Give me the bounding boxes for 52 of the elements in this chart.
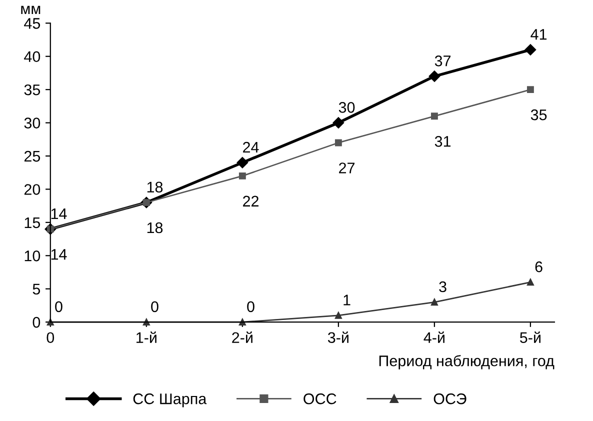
point (238, 172, 246, 180)
y-tick-label: 25 (24, 150, 40, 162)
data-label: 41 (530, 29, 547, 40)
data-label: 6 (535, 261, 542, 272)
data-label: 30 (338, 102, 355, 113)
point (526, 278, 534, 286)
x-tick-label: 3-й (328, 332, 348, 344)
y-tick-label: 15 (24, 217, 40, 228)
point (236, 157, 248, 168)
point (334, 139, 342, 146)
point (526, 86, 534, 94)
data-label: 3 (439, 281, 446, 292)
data-label: 22 (243, 196, 258, 206)
data-label: 0 (247, 301, 254, 312)
data-label: 14 (51, 249, 67, 260)
x-tick-label: 0 (46, 332, 54, 344)
legend-label: СС Шарпа (133, 393, 207, 408)
data-label: 18 (147, 222, 163, 234)
x-tick-label: 2-й (232, 332, 252, 343)
point (334, 312, 342, 319)
data-label: 31 (434, 136, 451, 147)
x-tick-label: 4-й (424, 332, 444, 343)
data-label: 18 (147, 182, 163, 193)
x-tick-label: 1-й (136, 332, 156, 343)
y-tick-label: 5 (32, 284, 40, 295)
data-label: 1 (344, 294, 350, 306)
x-tick-label: 5-й (520, 332, 540, 344)
data-label: 35 (530, 109, 547, 120)
legend-label: ОСС (304, 393, 336, 404)
y-tick-label: 45 (24, 18, 40, 29)
point (430, 298, 438, 306)
point (142, 318, 150, 326)
y-tick-label: 30 (24, 118, 40, 128)
data-label: 37 (434, 56, 451, 66)
x-axis-title: Период наблюдения, год (379, 354, 554, 370)
data-label: 0 (55, 301, 62, 312)
y-tick-label: 0 (32, 316, 40, 328)
y-tick-label: 20 (24, 184, 40, 195)
point (428, 70, 440, 82)
y-tick-label: 35 (24, 84, 40, 96)
y-axis-title: мм (21, 6, 40, 14)
point (238, 318, 246, 326)
legend-label: ОСЭ (434, 393, 466, 404)
point (524, 44, 536, 56)
y-tick-label: 40 (24, 51, 40, 62)
y-tick-label: 10 (24, 250, 40, 262)
point (430, 112, 438, 120)
data-label: 27 (339, 162, 354, 174)
data-label: 0 (151, 301, 158, 312)
data-label: 24 (243, 142, 259, 153)
data-label: 14 (51, 208, 67, 219)
point (332, 117, 344, 128)
